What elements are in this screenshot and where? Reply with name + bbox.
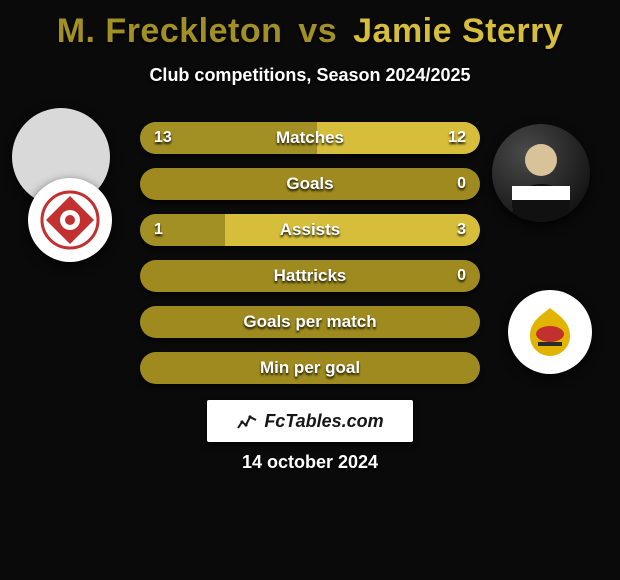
branding-badge[interactable]: FcTables.com <box>207 400 413 442</box>
stat-row: Hattricks 0 <box>140 260 480 292</box>
stat-label: Goals <box>286 174 333 194</box>
stat-row: Goals 0 <box>140 168 480 200</box>
stat-label: Assists <box>280 220 340 240</box>
player2-photo <box>492 124 590 222</box>
stat-value-player1: 1 <box>154 221 163 239</box>
player2-silhouette-icon <box>492 124 590 222</box>
club2-emblem-icon <box>520 302 580 362</box>
subtitle: Club competitions, Season 2024/2025 <box>0 65 620 86</box>
stat-value-player2: 12 <box>448 129 466 147</box>
stat-label: Matches <box>276 128 344 148</box>
player1-name: M. Freckleton <box>57 12 283 50</box>
stat-row: Min per goal <box>140 352 480 384</box>
stat-row: Goals per match <box>140 306 480 338</box>
stat-label: Hattricks <box>274 266 347 286</box>
stat-fill-left <box>140 214 225 246</box>
branding-text: FcTables.com <box>264 411 383 432</box>
stat-fill-right <box>225 214 480 246</box>
stat-value-player2: 0 <box>457 175 466 193</box>
club1-emblem-icon <box>40 190 100 250</box>
stat-row: Matches 13 12 <box>140 122 480 154</box>
vs-separator: vs <box>292 12 343 50</box>
fctables-logo-icon <box>236 410 258 432</box>
stats-bar-group: Matches1312Goals0Assists13Hattricks0Goal… <box>140 122 480 384</box>
stat-row: Assists 1 3 <box>140 214 480 246</box>
stat-value-player1: 13 <box>154 129 172 147</box>
stat-label: Min per goal <box>260 358 360 378</box>
stat-value-player2: 0 <box>457 267 466 285</box>
stat-label: Goals per match <box>243 312 376 332</box>
date-text: 14 october 2024 <box>0 452 620 473</box>
stat-value-player2: 3 <box>457 221 466 239</box>
player2-name: Jamie Sterry <box>353 12 563 50</box>
player1-club-logo <box>28 178 112 262</box>
page-title: M. Freckleton vs Jamie Sterry <box>0 0 620 51</box>
player2-club-logo <box>508 290 592 374</box>
